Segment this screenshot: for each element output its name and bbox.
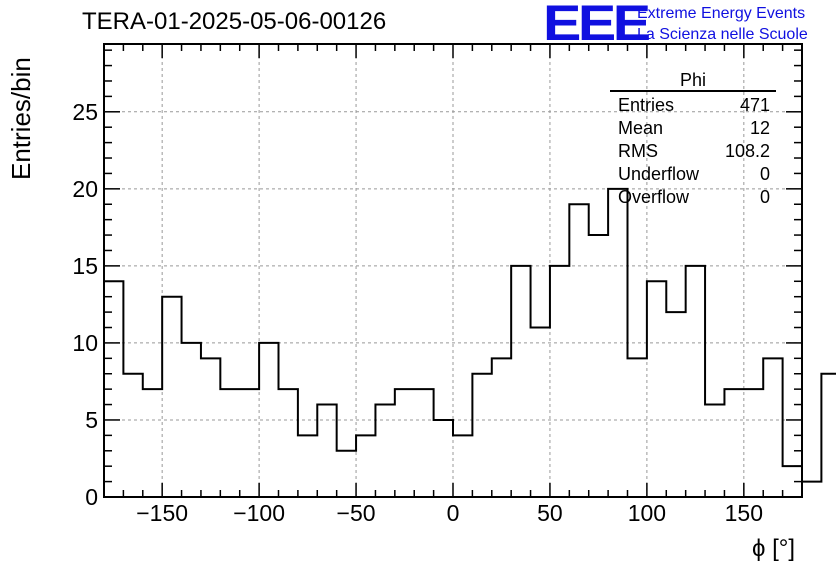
stats-value: 0 bbox=[759, 187, 770, 207]
stats-value: 0 bbox=[759, 164, 770, 184]
logo-caption-line2: La Scienza nelle Scuole bbox=[637, 26, 808, 43]
x-tick-label: 50 bbox=[537, 500, 563, 526]
x-tick-label: −150 bbox=[136, 500, 188, 526]
stats-row-rms: RMS 108.2 bbox=[610, 140, 776, 163]
y-tick-label: 5 bbox=[85, 407, 98, 433]
stats-row-overflow: Overflow 0 bbox=[610, 186, 776, 209]
x-axis-label: ϕ [°] bbox=[752, 535, 796, 562]
y-tick-label: 25 bbox=[72, 99, 98, 125]
logo-caption-line1: Extreme Energy Events bbox=[637, 5, 806, 22]
x-tick-label: −50 bbox=[337, 500, 376, 526]
stats-row-entries: Entries 471 bbox=[610, 94, 776, 117]
y-tick-label: 20 bbox=[72, 176, 98, 202]
tick-labels: −150 −100 −50 0 50 100 150 0 5 10 15 20 25 bbox=[72, 99, 763, 526]
stats-row-underflow: Underflow 0 bbox=[610, 163, 776, 186]
stats-label: Overflow bbox=[618, 187, 690, 207]
y-tick-label: 15 bbox=[72, 253, 98, 279]
y-axis-label: Entries/bin bbox=[6, 57, 36, 180]
x-tick-label: −100 bbox=[233, 500, 285, 526]
stats-label: Mean bbox=[618, 118, 664, 138]
stats-row-mean: Mean 12 bbox=[610, 117, 776, 140]
stats-value: 12 bbox=[749, 118, 770, 138]
stats-label: RMS bbox=[618, 141, 658, 161]
y-tick-label: 0 bbox=[85, 484, 98, 510]
stats-value: 471 bbox=[739, 95, 770, 115]
eee-logo: EEE bbox=[543, 0, 651, 51]
stats-box: Phi Entries 471 Mean 12 RMS 108.2 Underf… bbox=[610, 70, 776, 209]
stats-label: Underflow bbox=[618, 164, 700, 184]
stats-title: Phi bbox=[679, 70, 706, 90]
stats-value: 108.2 bbox=[724, 141, 770, 161]
x-tick-label: 0 bbox=[447, 500, 460, 526]
stats-label: Entries bbox=[618, 95, 675, 115]
histogram-outline bbox=[103, 187, 836, 497]
axis-ticks bbox=[103, 44, 803, 498]
x-tick-label: 150 bbox=[725, 500, 763, 526]
x-tick-label: 100 bbox=[628, 500, 666, 526]
stats-divider bbox=[610, 90, 776, 92]
y-tick-label: 10 bbox=[72, 330, 98, 356]
chart-title: TERA-01-2025-05-06-00126 bbox=[82, 8, 387, 35]
